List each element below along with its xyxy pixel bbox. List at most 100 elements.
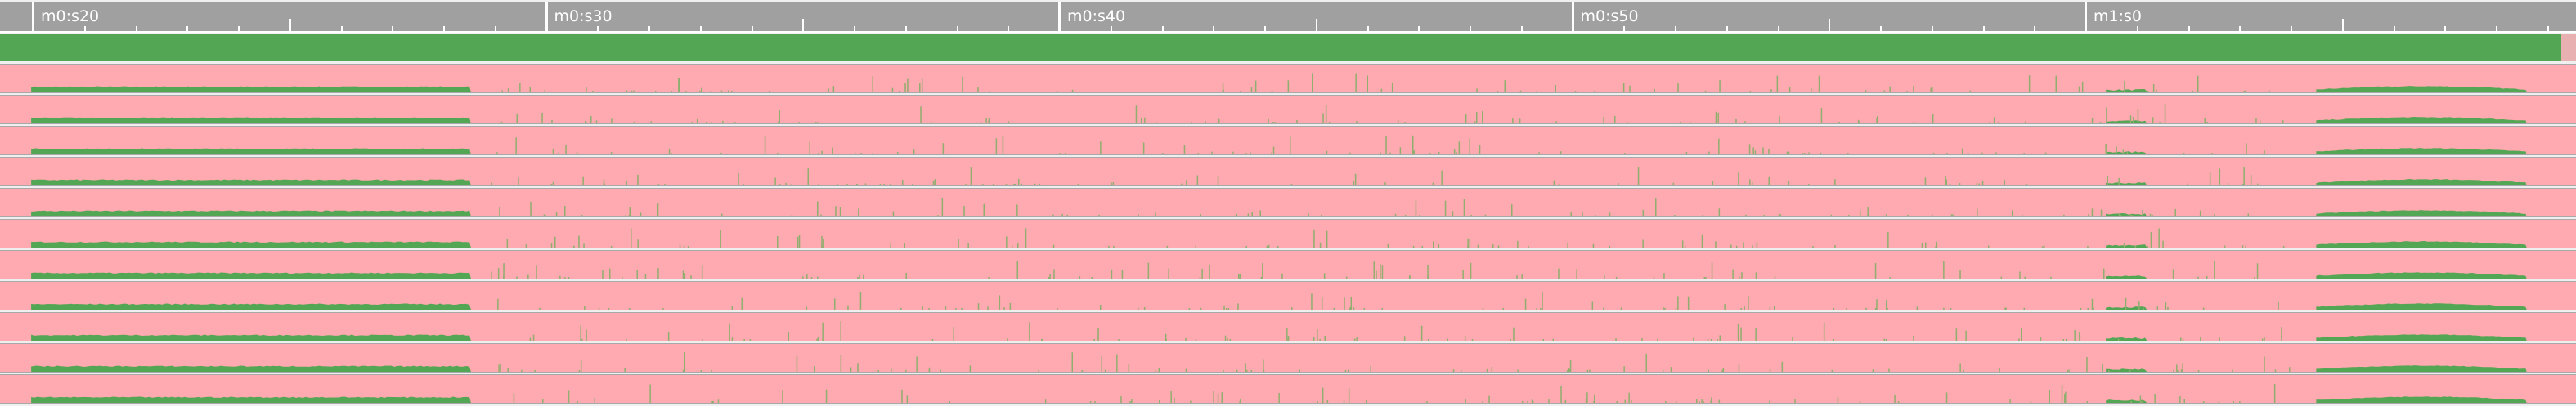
- activity-spike: [1531, 399, 1533, 403]
- activity-spike: [1677, 83, 1679, 92]
- activity-spike: [1185, 337, 1187, 341]
- activity-spike: [1218, 118, 1220, 123]
- activity-spike: [1268, 118, 1269, 123]
- activity-spike: [2197, 370, 2200, 372]
- activity-spike: [1464, 336, 1466, 341]
- activity-spike: [1324, 336, 1326, 341]
- activity-spike: [1568, 369, 1571, 372]
- activity-spike: [1389, 152, 1391, 154]
- activity-spike: [1259, 210, 1261, 216]
- activity-spike: [1670, 367, 1672, 372]
- thread-track[interactable]: [0, 126, 2576, 155]
- activity-spike: [900, 307, 902, 310]
- activity-spike: [1211, 151, 1213, 154]
- activity-spike: [2061, 385, 2063, 403]
- minor-tick: [699, 26, 702, 31]
- activity-spike: [1886, 300, 1887, 310]
- activity-spike: [1038, 369, 1039, 372]
- thread-track[interactable]: [0, 250, 2576, 279]
- activity-spike: [2065, 339, 2067, 341]
- activity-spike: [1217, 393, 1219, 403]
- activity-spike: [532, 334, 535, 341]
- activity-area: [2316, 365, 2527, 372]
- activity-spike: [1350, 297, 1352, 310]
- activity-spike: [1616, 401, 1618, 403]
- activity-spike: [977, 87, 979, 92]
- activity-spike: [1229, 339, 1232, 341]
- activity-spike: [791, 215, 793, 216]
- thread-track[interactable]: [0, 374, 2576, 404]
- activity-spike: [717, 399, 720, 403]
- thread-track[interactable]: [0, 64, 2576, 93]
- activity-spike: [503, 275, 505, 279]
- activity-spike: [1516, 275, 1518, 279]
- thread-track[interactable]: [0, 219, 2576, 248]
- activity-spike: [1540, 308, 1542, 310]
- timeline-ruler[interactable]: m0:s20 m0:s30 m0:s40 m0:s50 m1:s0: [0, 2, 2576, 33]
- activity-spike: [1924, 177, 1927, 185]
- activity-spike: [1847, 153, 1849, 154]
- activity-spike: [1274, 122, 1277, 123]
- activity-spike: [1433, 241, 1434, 248]
- activity-spike: [817, 337, 819, 341]
- activity-spike: [679, 78, 680, 92]
- thread-track[interactable]: [0, 157, 2576, 186]
- activity-spike: [671, 153, 672, 154]
- activity-spike: [1232, 151, 1234, 154]
- activity-spike: [1675, 400, 1677, 403]
- activity-spike: [1737, 323, 1739, 341]
- activity-spike: [573, 245, 575, 248]
- activity-spike: [1677, 296, 1679, 310]
- activity-spike: [497, 298, 499, 310]
- activity-spike: [731, 337, 734, 341]
- thread-track[interactable]: [0, 281, 2576, 310]
- activity-spike: [2206, 122, 2208, 123]
- activity-spike: [1663, 307, 1664, 310]
- thread-track[interactable]: [0, 312, 2576, 341]
- activity-spike: [1170, 390, 1172, 403]
- activity-spike: [1831, 369, 1833, 372]
- activity-spike: [1913, 335, 1914, 341]
- activity-spike: [1993, 117, 1995, 123]
- activity-spike: [2261, 338, 2264, 341]
- minor-tick: [2547, 26, 2549, 31]
- activity-spike: [1690, 121, 1691, 123]
- activity-spike: [1517, 240, 1519, 248]
- activity-spike: [832, 86, 835, 92]
- activity-spike: [807, 168, 809, 185]
- activity-spike: [2131, 215, 2133, 216]
- activity-spike: [671, 91, 673, 92]
- activity-area: [2316, 117, 2527, 123]
- activity-spike: [2152, 214, 2153, 216]
- activity-spike: [1034, 183, 1036, 185]
- activity-spike: [2137, 109, 2139, 123]
- activity-spike: [2141, 400, 2143, 403]
- activity-spike: [1769, 306, 1771, 310]
- activity-spike: [1740, 327, 1742, 341]
- activity-area: [2316, 272, 2527, 279]
- activity-spike: [1052, 244, 1055, 248]
- activity-spike: [558, 152, 559, 154]
- activity-spike: [955, 308, 957, 310]
- activity-spike: [1663, 273, 1665, 279]
- activity-spike: [2078, 86, 2080, 92]
- activity-spike: [1349, 306, 1351, 310]
- activity-spike: [1559, 184, 1560, 185]
- activity-spike: [1564, 399, 1567, 403]
- activity-spike: [1486, 368, 1488, 372]
- activity-spike: [1574, 91, 1577, 92]
- activity-spike: [2091, 298, 2094, 310]
- activity-spike: [931, 339, 934, 341]
- activity-spike: [1476, 88, 1478, 92]
- activity-spike: [1143, 307, 1146, 310]
- activity-spike: [2180, 337, 2182, 341]
- activity-spike: [498, 364, 500, 372]
- activity-spike: [712, 401, 714, 403]
- activity-spike: [2004, 307, 2006, 310]
- thread-tracks: [0, 64, 2576, 405]
- thread-track[interactable]: [0, 343, 2576, 373]
- thread-track[interactable]: [0, 188, 2576, 217]
- thread-track[interactable]: [0, 95, 2576, 124]
- activity-spike: [1479, 145, 1481, 154]
- activity-spike: [970, 167, 972, 185]
